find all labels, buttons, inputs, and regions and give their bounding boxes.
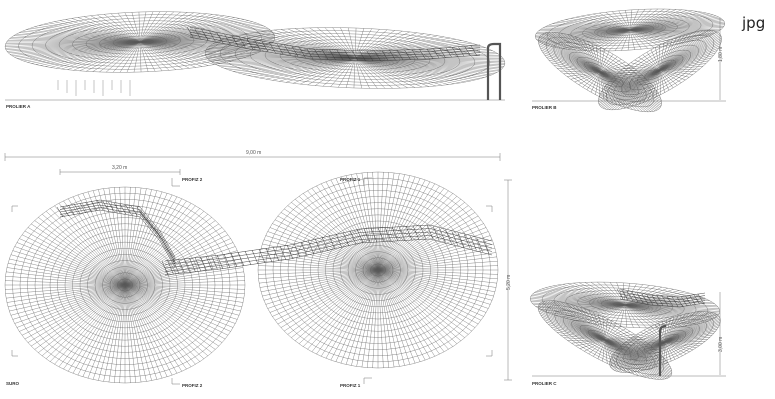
elevation-a-left-shell <box>4 11 276 73</box>
elevation-b-mesh <box>535 8 725 113</box>
overall-width-label: 9,00 m <box>246 150 261 156</box>
plan-right-disc <box>257 171 499 369</box>
elevation-a-label: PROLIER A <box>6 104 31 109</box>
plan-left-disc <box>4 186 246 384</box>
elevation-b-cross-shell <box>598 29 722 111</box>
elevation-c-ribbon <box>616 288 706 308</box>
plan-left-ribbon <box>56 199 177 268</box>
elevation-b: 1,80 m PROLIER B <box>532 8 726 113</box>
elevation-b-upper-shell <box>535 8 725 52</box>
elevation-a-support-post <box>486 42 502 100</box>
elevation-c: 3,00 m PROLIER C <box>530 281 726 386</box>
plan-label: SURO <box>6 381 20 386</box>
elevation-c-support-post <box>658 324 667 376</box>
elevation-a-ribbon <box>186 26 481 62</box>
plan-ribbon <box>161 224 493 276</box>
plan-view-mesh <box>4 171 499 384</box>
elevation-b-label: PROLIER B <box>532 105 557 110</box>
elevation-c-label: PROLIER C <box>532 381 557 386</box>
elevation-a: PROLIER A <box>4 11 506 109</box>
section-marker-profiz-2-top: PROFIZ 2 <box>182 177 203 182</box>
elevation-b-height-label: 1,80 m <box>718 47 724 62</box>
plan-height-label: 5,20 m <box>506 275 512 290</box>
elevation-a-mesh <box>4 11 506 96</box>
plan-view: 9,00 m 3,20 m 5,20 m PROFIZ 2 PROFIZ 1 P… <box>4 150 512 388</box>
section-marker-profiz-2-bottom: PROFIZ 2 <box>182 383 203 388</box>
elevation-c-upper-shell <box>530 281 720 329</box>
file-format-label: jpg <box>742 14 766 32</box>
section-marker-profiz-1-bottom: PROFIZ 1 <box>340 383 361 388</box>
partial-width-label: 3,20 m <box>112 165 127 171</box>
section-marker-profiz-1-top: PROFIZ 1 <box>340 177 361 182</box>
elevation-c-height-label: 3,00 m <box>718 337 724 352</box>
elevation-c-mesh <box>530 281 721 380</box>
